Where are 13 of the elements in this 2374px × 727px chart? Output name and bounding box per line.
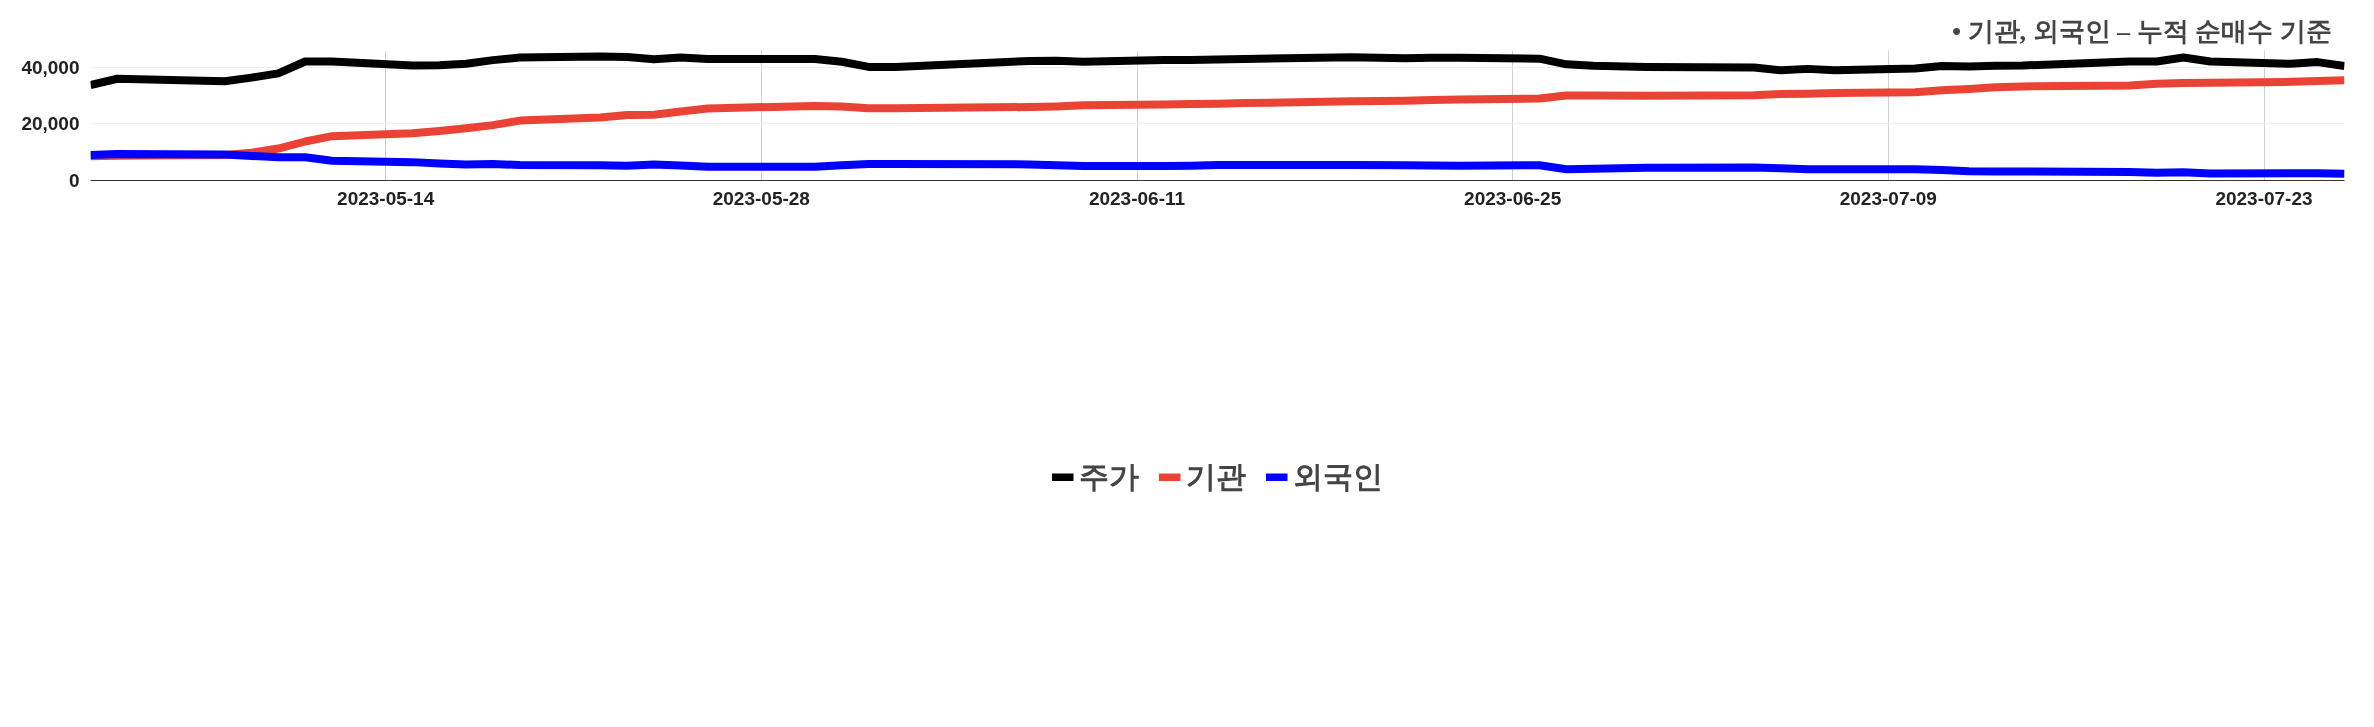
y-tick-label: 40,000 <box>21 56 80 78</box>
text: • 기관, 외국인 – 누적 순매수 기준 <box>1951 16 2332 46</box>
x-tick-label: 2023-06-11 <box>1088 187 1186 209</box>
y-tick-label: 20,000 <box>21 113 80 135</box>
legend-label: 외국인 <box>1292 458 1383 495</box>
x-tick-label: 2023-05-28 <box>712 187 810 209</box>
legend-label: 주가 <box>1078 458 1139 495</box>
x-tick-label: 2023-07-23 <box>2215 187 2313 209</box>
x-tick-label: 2023-06-25 <box>1464 187 1562 209</box>
x-tick-label: 2023-05-14 <box>337 187 435 209</box>
x-tick-label: 2023-07-09 <box>1839 187 1937 209</box>
y-tick-label: 0 <box>68 170 80 191</box>
legend-label: 기관 <box>1185 458 1246 495</box>
